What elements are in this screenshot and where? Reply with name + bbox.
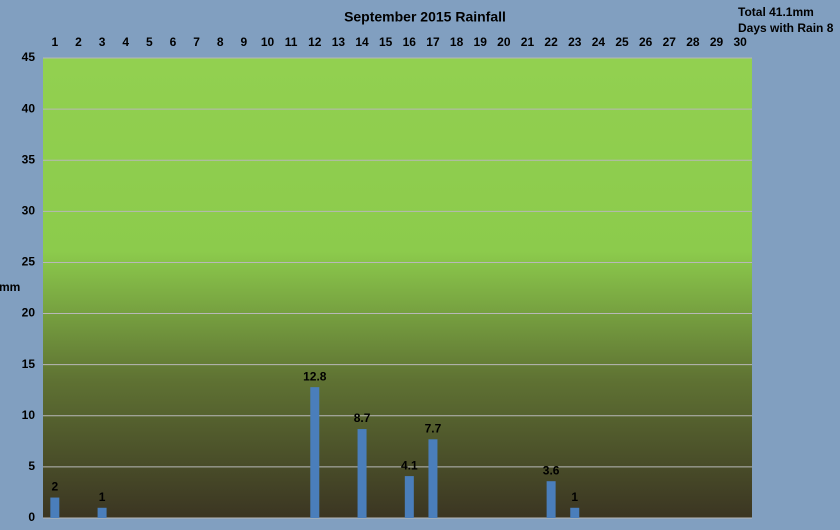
x-tick-label: 11 bbox=[285, 35, 298, 49]
y-tick-label: 5 bbox=[28, 459, 35, 473]
x-tick-label: 8 bbox=[217, 35, 224, 49]
bar bbox=[50, 497, 60, 518]
x-tick-label: 30 bbox=[734, 35, 748, 49]
data-label: 4.1 bbox=[401, 458, 418, 472]
bar bbox=[97, 507, 107, 518]
bar bbox=[428, 439, 438, 518]
x-tick-label: 27 bbox=[663, 35, 677, 49]
y-axis-label: mm bbox=[0, 280, 20, 294]
bar bbox=[546, 481, 556, 518]
x-tick-label: 23 bbox=[568, 35, 582, 49]
x-tick-label: 5 bbox=[146, 35, 153, 49]
x-tick-label: 15 bbox=[379, 35, 393, 49]
y-tick-label: 40 bbox=[22, 101, 36, 115]
x-tick-label: 25 bbox=[615, 35, 629, 49]
x-tick-label: 29 bbox=[710, 35, 724, 49]
x-tick-label: 13 bbox=[332, 35, 346, 49]
y-tick-label: 45 bbox=[22, 50, 36, 64]
data-label: 7.7 bbox=[425, 421, 442, 435]
data-label: 12.8 bbox=[303, 369, 327, 383]
bar bbox=[570, 507, 580, 518]
x-tick-label: 24 bbox=[592, 35, 606, 49]
annotation: Days with Rain 8 bbox=[738, 21, 834, 35]
x-tick-label: 16 bbox=[403, 35, 417, 49]
x-tick-label: 26 bbox=[639, 35, 653, 49]
plot-area bbox=[43, 58, 752, 518]
x-tick-label: 6 bbox=[170, 35, 177, 49]
x-tick-label: 12 bbox=[308, 35, 322, 49]
x-tick-label: 20 bbox=[497, 35, 511, 49]
bar bbox=[357, 429, 367, 518]
y-tick-label: 30 bbox=[22, 204, 36, 218]
x-tick-label: 9 bbox=[241, 35, 248, 49]
x-tick-label: 19 bbox=[474, 35, 488, 49]
x-tick-label: 4 bbox=[122, 35, 129, 49]
x-tick-label: 3 bbox=[99, 35, 106, 49]
x-tick-label: 10 bbox=[261, 35, 275, 49]
y-tick-label: 20 bbox=[22, 306, 36, 320]
x-tick-label: 2 bbox=[75, 35, 82, 49]
data-label: 2 bbox=[51, 480, 58, 494]
x-tick-label: 17 bbox=[426, 35, 440, 49]
x-tick-label: 21 bbox=[521, 35, 535, 49]
x-tick-label: 22 bbox=[544, 35, 558, 49]
x-tick-label: 28 bbox=[686, 35, 700, 49]
y-tick-label: 10 bbox=[22, 408, 36, 422]
x-tick-label: 7 bbox=[193, 35, 200, 49]
annotation: Total 41.1mm bbox=[738, 5, 814, 19]
data-label: 1 bbox=[571, 490, 578, 504]
bar bbox=[404, 476, 414, 518]
y-tick-label: 25 bbox=[22, 255, 36, 269]
x-tick-label: 18 bbox=[450, 35, 464, 49]
bar bbox=[310, 387, 320, 518]
chart-title: September 2015 Rainfall bbox=[344, 9, 506, 25]
y-tick-label: 0 bbox=[28, 510, 35, 524]
x-tick-label: 1 bbox=[51, 35, 58, 49]
data-label: 1 bbox=[99, 490, 106, 504]
x-tick-label: 14 bbox=[355, 35, 369, 49]
data-label: 8.7 bbox=[354, 411, 371, 425]
y-tick-label: 15 bbox=[22, 357, 36, 371]
y-tick-label: 35 bbox=[22, 152, 36, 166]
data-label: 3.6 bbox=[543, 463, 560, 477]
